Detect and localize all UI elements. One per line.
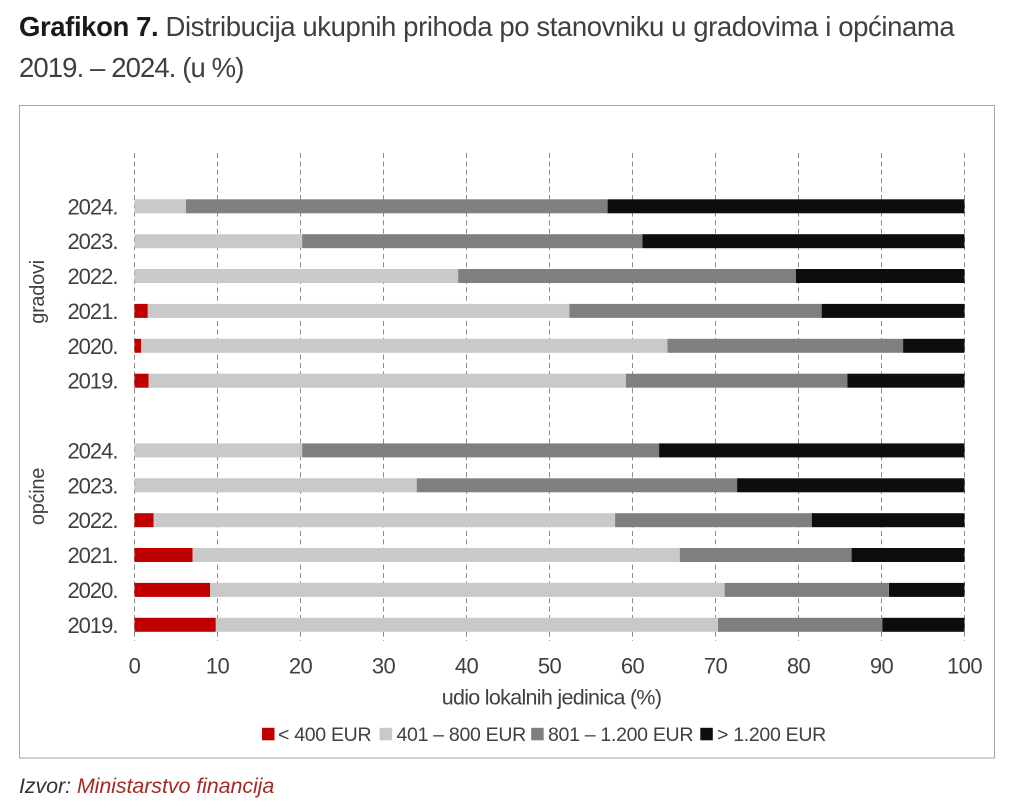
svg-text:80: 80 [787,654,811,679]
svg-text:2021.: 2021. [67,299,117,324]
svg-text:2024.: 2024. [67,194,117,219]
svg-text:2020.: 2020. [67,578,117,603]
svg-text:2021.: 2021. [67,543,117,568]
svg-text:2020.: 2020. [67,334,117,359]
svg-text:10: 10 [206,654,230,679]
svg-text:2022.: 2022. [67,508,117,533]
svg-text:0: 0 [129,654,141,679]
svg-text:2023.: 2023. [67,229,117,254]
svg-text:401 – 800 EUR: 401 – 800 EUR [397,724,527,746]
svg-text:gradovi: gradovi [27,260,49,324]
svg-text:udio lokalnih jedinica (%): udio lokalnih jedinica (%) [442,686,662,710]
svg-text:50: 50 [538,654,562,679]
svg-text:2024.: 2024. [67,438,117,463]
svg-text:20: 20 [289,654,313,679]
svg-text:2019.: 2019. [67,369,117,394]
svg-text:< 400 EUR: < 400 EUR [278,724,371,746]
svg-text:2023.: 2023. [67,473,117,498]
svg-text:općine: općine [27,468,49,525]
svg-text:30: 30 [372,654,396,679]
svg-text:100: 100 [947,654,982,679]
svg-text:60: 60 [621,654,645,679]
svg-text:90: 90 [870,654,894,679]
svg-text:801 – 1.200 EUR: 801 – 1.200 EUR [548,724,693,746]
svg-text:2019.: 2019. [67,613,117,638]
svg-text:2022.: 2022. [67,264,117,289]
svg-text:70: 70 [704,654,728,679]
svg-text:40: 40 [455,654,479,679]
svg-text:> 1.200 EUR: > 1.200 EUR [717,724,826,746]
